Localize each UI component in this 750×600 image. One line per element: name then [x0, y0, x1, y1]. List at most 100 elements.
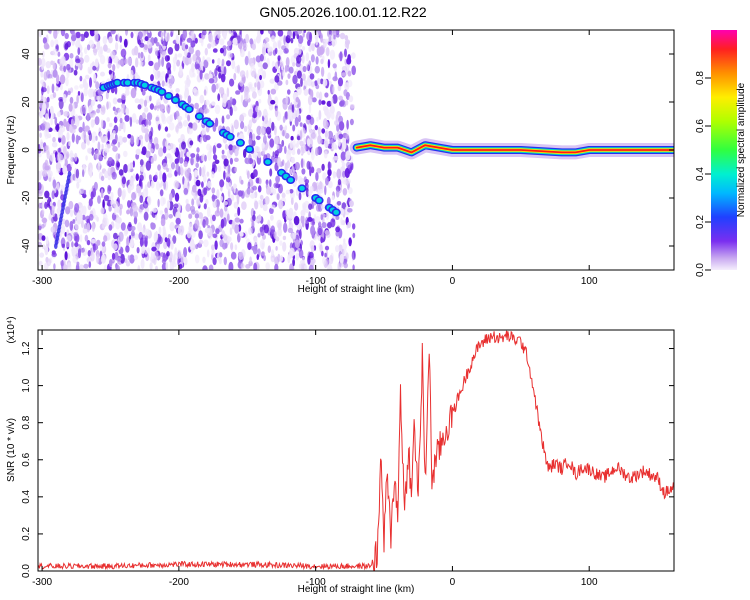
- noise-speck: [315, 171, 319, 182]
- noise-speck: [144, 246, 148, 255]
- noise-speck: [235, 90, 241, 95]
- noise-speck: [245, 33, 250, 44]
- noise-speck: [352, 264, 355, 270]
- noise-speck: [139, 237, 144, 248]
- noise-speck: [57, 111, 61, 118]
- noise-speck: [144, 30, 147, 35]
- snr-frame: [37, 329, 675, 572]
- noise-speck: [351, 65, 357, 76]
- noise-speck: [292, 124, 296, 132]
- noise-speck: [65, 206, 71, 215]
- noise-speck: [169, 155, 173, 164]
- noise-speck: [335, 114, 339, 123]
- noise-speck: [63, 146, 67, 155]
- noise-speck: [110, 191, 114, 200]
- noise-speck: [181, 141, 186, 150]
- noise-speck: [292, 139, 296, 148]
- noise-speck: [301, 73, 306, 81]
- noise-speck: [41, 63, 44, 70]
- noise-speck: [204, 99, 210, 106]
- noise-speck: [310, 245, 315, 253]
- noise-speck: [50, 39, 55, 48]
- noise-speck: [89, 30, 95, 37]
- track-core: [316, 197, 322, 203]
- noise-speck: [41, 201, 44, 210]
- snr-y-axis: 0.0 0.2 0.4 0.6 0.8 1.0 1.2: [21, 341, 674, 578]
- noise-speck: [90, 99, 95, 107]
- noise-speck: [130, 135, 135, 145]
- noise-speck: [330, 97, 334, 107]
- noise-speck: [251, 87, 256, 93]
- noise-speck: [125, 261, 131, 267]
- noise-speck: [287, 89, 291, 95]
- noise-speck: [269, 78, 275, 84]
- noise-speck: [295, 96, 300, 103]
- colorbar-tick-label: 0.4: [695, 167, 706, 181]
- noise-speck: [315, 84, 320, 90]
- noise-speck: [79, 75, 83, 82]
- noise-speck: [108, 69, 112, 75]
- noise-speck: [343, 238, 346, 244]
- snr-background: [38, 330, 674, 571]
- noise-speck: [82, 169, 85, 178]
- noise-speck: [263, 254, 266, 262]
- colorbar-label: Normalized spectral amplitude: [736, 82, 747, 217]
- noise-speck: [324, 121, 329, 129]
- noise-speck: [145, 150, 151, 158]
- noise-speck: [236, 35, 241, 44]
- noise-speck: [108, 224, 113, 231]
- noise-speck: [177, 226, 182, 236]
- noise-speck: [263, 134, 267, 145]
- noise-speck: [222, 93, 228, 104]
- noise-speck: [195, 179, 201, 187]
- noise-speck: [135, 119, 140, 125]
- noise-speck: [272, 41, 277, 50]
- noise-speck: [51, 250, 56, 255]
- noise-speck: [308, 104, 312, 114]
- noise-speck: [52, 179, 57, 189]
- noise-speck: [77, 47, 81, 55]
- noise-speck: [43, 71, 48, 81]
- noise-speck: [157, 198, 160, 208]
- noise-speck: [216, 143, 222, 149]
- noise-speck: [217, 93, 221, 102]
- noise-speck: [184, 111, 188, 119]
- noise-speck: [143, 99, 148, 108]
- noise-speck: [332, 171, 336, 179]
- noise-speck: [252, 159, 256, 166]
- noise-speck: [315, 147, 319, 156]
- noise-speck: [259, 194, 264, 201]
- noise-speck: [284, 111, 288, 119]
- noise-speck: [329, 49, 336, 60]
- noise-speck: [276, 39, 282, 49]
- noise-speck: [56, 74, 60, 85]
- noise-speck: [95, 135, 98, 141]
- noise-speck: [239, 80, 244, 87]
- noise-speck: [349, 104, 355, 109]
- noise-speck: [253, 169, 258, 178]
- noise-speck: [282, 115, 286, 123]
- noise-speck: [186, 172, 192, 182]
- noise-speck: [202, 256, 206, 263]
- noise-speck: [120, 48, 127, 58]
- noise-speck: [278, 199, 284, 210]
- noise-speck: [72, 255, 78, 264]
- noise-speck: [212, 48, 218, 53]
- noise-speck: [135, 148, 141, 155]
- noise-speck: [204, 154, 207, 162]
- noise-speck: [254, 200, 259, 210]
- noise-speck: [257, 81, 261, 91]
- noise-speck: [333, 155, 339, 161]
- noise-speck: [96, 239, 101, 246]
- noise-speck: [96, 40, 101, 51]
- noise-speck: [273, 157, 278, 164]
- noise-speck: [129, 254, 135, 264]
- noise-speck: [282, 69, 285, 77]
- noise-speck: [240, 94, 244, 103]
- noise-speck: [76, 181, 80, 189]
- noise-speck: [131, 192, 137, 201]
- noise-speck: [74, 152, 78, 162]
- noise-speck: [133, 45, 139, 56]
- noise-speck: [121, 104, 126, 114]
- noise-speck: [52, 92, 57, 98]
